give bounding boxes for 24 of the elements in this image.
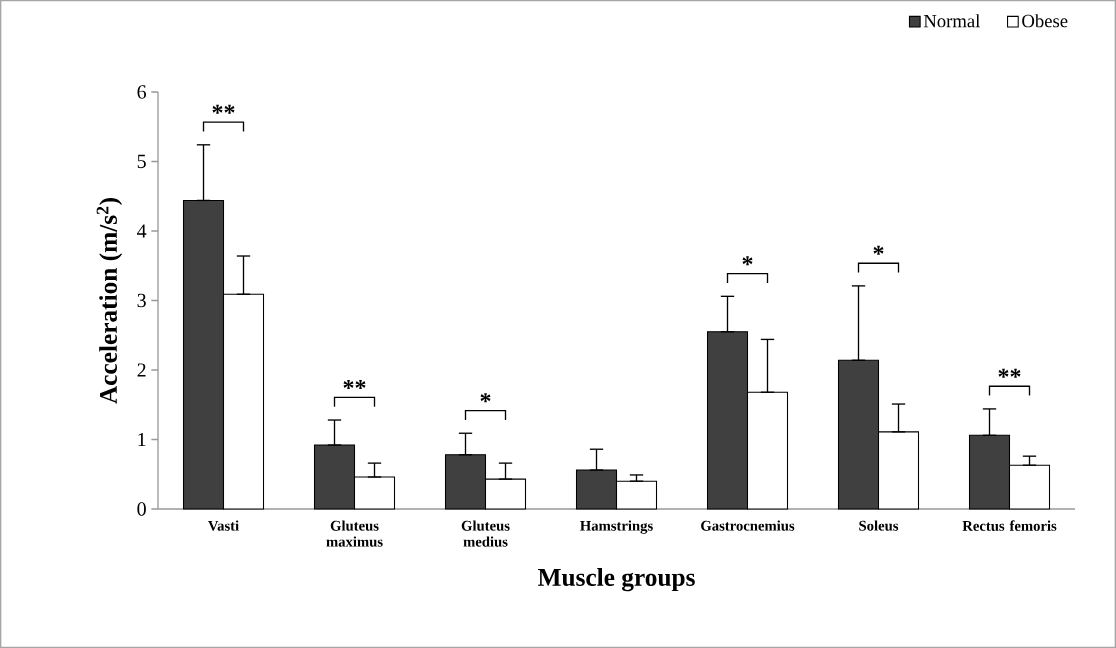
annotation: ** xyxy=(212,104,235,114)
y-tick-label: 4 xyxy=(137,224,147,238)
x-tick-label: Hamstrings xyxy=(580,520,653,534)
x-tick-label: Gluteus medius xyxy=(461,520,510,547)
x-axis-title: Muscle groups xyxy=(538,568,695,592)
y-tick-label: 5 xyxy=(137,154,146,169)
y-tick-label: 6 xyxy=(137,85,147,99)
text: Acceleration (m/s$^{2}$) xyxy=(96,198,123,404)
y-tick-label: 2 xyxy=(137,363,146,377)
x-tick-label: Gastrocnemius xyxy=(701,520,795,531)
x-tick-label: Soleus xyxy=(859,520,899,531)
annotation: * xyxy=(742,256,753,266)
annotation: * xyxy=(873,245,884,255)
x-tick-label: Vasti xyxy=(208,520,239,531)
annotation: ** xyxy=(998,368,1021,378)
legend-label: Obese xyxy=(1022,14,1068,28)
y-tick-label: 3 xyxy=(137,293,146,308)
annotation: ** xyxy=(343,379,366,389)
y-tick-label: 1 xyxy=(138,432,146,447)
x-tick-label: Rectus femoris xyxy=(962,520,1057,531)
y-tick-label: 0 xyxy=(137,502,146,516)
x-tick-label: Gluteus maximus xyxy=(326,520,383,547)
annotation: * xyxy=(480,393,491,403)
legend-label: Normal xyxy=(923,14,980,28)
